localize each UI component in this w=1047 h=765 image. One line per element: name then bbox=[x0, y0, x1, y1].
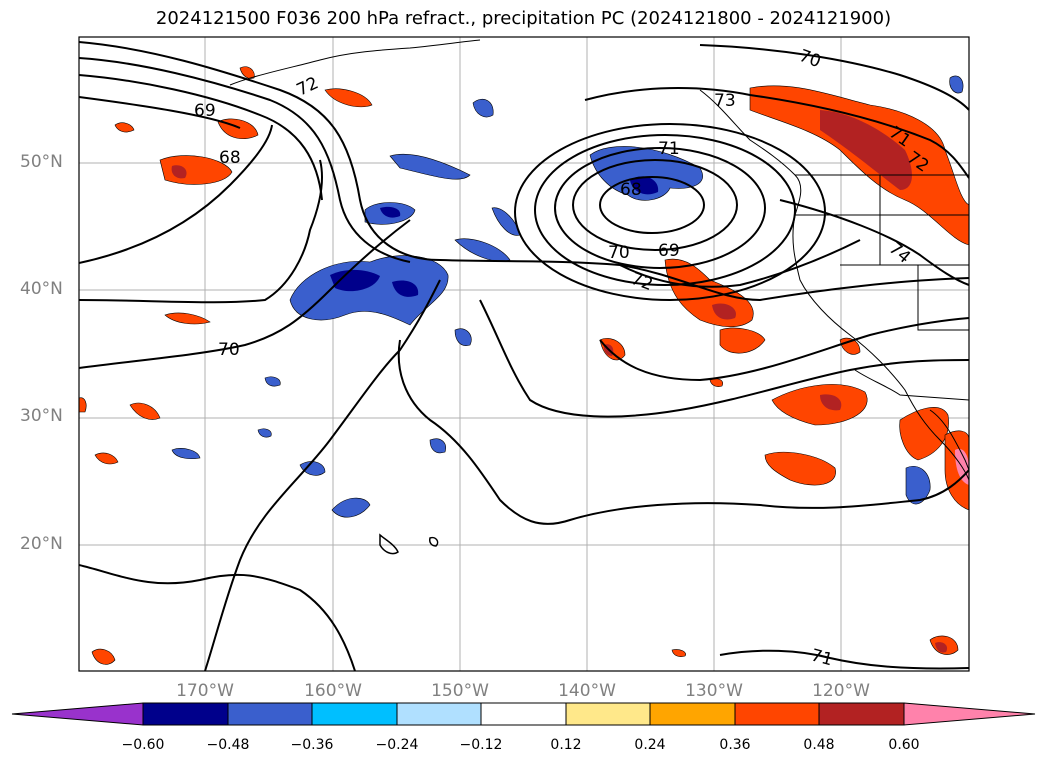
colorbar-tick-label: −0.60 bbox=[121, 737, 165, 753]
lon-label-160w: 160°W bbox=[304, 681, 362, 701]
plot-frame bbox=[78, 36, 970, 672]
precip-positive-areas bbox=[79, 66, 969, 665]
contour-label: 69 bbox=[194, 101, 216, 121]
colorbar-extend-high bbox=[903, 702, 1036, 726]
lat-label-30n: 30°N bbox=[20, 406, 63, 426]
lon-label-130w: 130°W bbox=[685, 681, 743, 701]
colorbar bbox=[11, 702, 1036, 726]
lon-label-120w: 120°W bbox=[812, 681, 870, 701]
contour-label: 68 bbox=[620, 180, 642, 200]
lat-label-40n: 40°N bbox=[20, 279, 63, 299]
precip-negative-areas bbox=[171, 75, 964, 518]
contour-label: 69 bbox=[658, 241, 680, 261]
colorbar-segment bbox=[818, 702, 905, 726]
colorbar-segment bbox=[227, 702, 313, 726]
colorbar-tick-label: −0.24 bbox=[375, 737, 419, 753]
colorbar-segment bbox=[565, 702, 651, 726]
colorbar-tick-label: −0.36 bbox=[290, 737, 334, 753]
colorbar-segment bbox=[142, 702, 229, 726]
colorbar-tick-label: 0.48 bbox=[803, 737, 835, 753]
colorbar-tick-label: 0.36 bbox=[719, 737, 751, 753]
contour-label: 70 bbox=[218, 340, 240, 360]
contour-label: 71 bbox=[658, 139, 680, 159]
colorbar-tick-label: 0.12 bbox=[550, 737, 582, 753]
colorbar-segment bbox=[480, 702, 567, 726]
lon-label-150w: 150°W bbox=[431, 681, 489, 701]
coastlines bbox=[229, 39, 969, 555]
colorbar-tick-label: −0.12 bbox=[459, 737, 503, 753]
lon-label-170w: 170°W bbox=[176, 681, 234, 701]
lat-label-50n: 50°N bbox=[20, 152, 63, 172]
colorbar-segment bbox=[311, 702, 398, 726]
map-title: 2024121500 F036 200 hPa refract., precip… bbox=[155, 8, 892, 29]
contour-lines bbox=[79, 41, 969, 671]
contour-label: 68 bbox=[219, 148, 241, 168]
plot-area bbox=[79, 37, 969, 671]
colorbar-segment bbox=[734, 702, 820, 726]
contour-label: 70 bbox=[608, 243, 630, 263]
colorbar-tick-label: 0.24 bbox=[634, 737, 666, 753]
contour-label: 73 bbox=[714, 91, 736, 111]
lon-label-140w: 140°W bbox=[558, 681, 616, 701]
colorbar-extend-low bbox=[11, 702, 144, 726]
lat-label-20n: 20°N bbox=[20, 534, 63, 554]
colorbar-segment bbox=[396, 702, 482, 726]
colorbar-tick-label: 0.60 bbox=[888, 737, 920, 753]
colorbar-segment bbox=[649, 702, 736, 726]
colorbar-tick-label: −0.48 bbox=[206, 737, 250, 753]
